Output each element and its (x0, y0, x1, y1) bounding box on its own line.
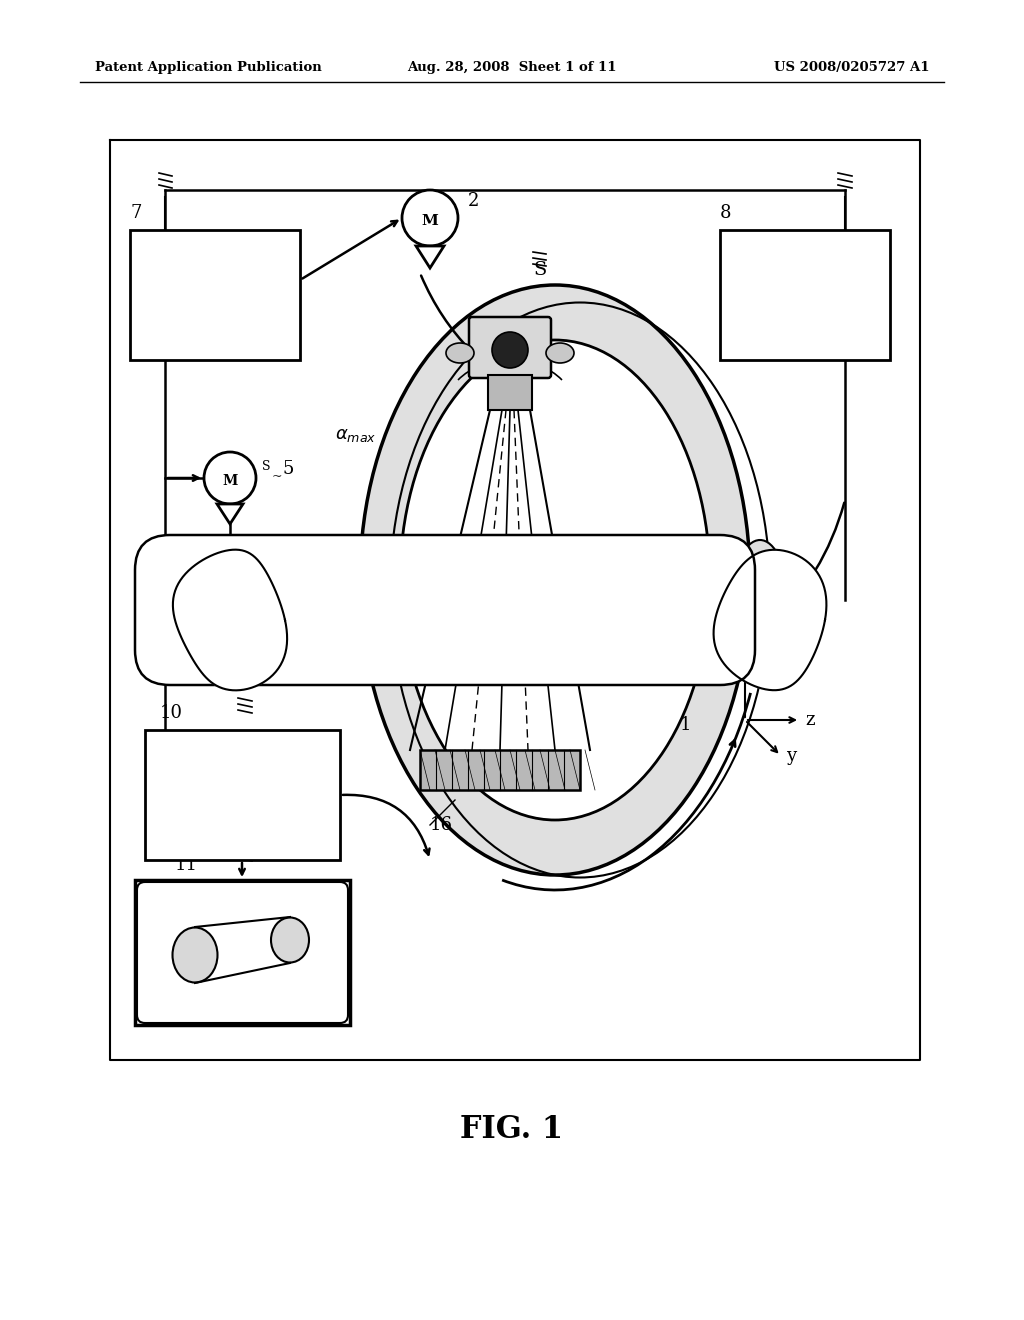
Text: 10: 10 (160, 704, 183, 722)
Text: 11: 11 (175, 855, 198, 874)
Text: Patent Application Publication: Patent Application Publication (95, 62, 322, 74)
Text: 4: 4 (570, 645, 582, 664)
FancyBboxPatch shape (488, 375, 532, 411)
FancyBboxPatch shape (145, 730, 340, 861)
FancyBboxPatch shape (469, 317, 551, 378)
Text: S: S (534, 261, 547, 279)
Text: z: z (805, 711, 814, 729)
Polygon shape (714, 550, 826, 690)
FancyBboxPatch shape (420, 750, 580, 789)
FancyBboxPatch shape (135, 880, 350, 1026)
Polygon shape (360, 285, 750, 875)
Ellipse shape (546, 343, 574, 363)
Text: x: x (753, 645, 763, 664)
FancyBboxPatch shape (130, 230, 300, 360)
Text: 7: 7 (130, 205, 141, 222)
Ellipse shape (172, 928, 217, 982)
Text: ~: ~ (272, 470, 283, 483)
Ellipse shape (732, 540, 787, 660)
Polygon shape (416, 246, 444, 268)
Text: Aug. 28, 2008  Sheet 1 of 11: Aug. 28, 2008 Sheet 1 of 11 (408, 62, 616, 74)
Text: 8: 8 (720, 205, 731, 222)
Circle shape (492, 333, 528, 368)
FancyBboxPatch shape (720, 230, 890, 360)
Text: US 2008/0205727 A1: US 2008/0205727 A1 (774, 62, 930, 74)
Text: 2: 2 (468, 191, 479, 210)
Text: 1: 1 (680, 715, 691, 734)
Circle shape (402, 190, 458, 246)
Text: $\alpha_{max}$: $\alpha_{max}$ (335, 426, 377, 444)
Text: FIG. 1: FIG. 1 (461, 1114, 563, 1146)
Text: 16: 16 (430, 816, 453, 834)
Ellipse shape (400, 341, 710, 820)
Ellipse shape (271, 917, 309, 962)
Ellipse shape (335, 535, 395, 665)
Text: S: S (262, 459, 270, 473)
FancyBboxPatch shape (137, 882, 348, 1023)
Polygon shape (217, 504, 243, 524)
FancyBboxPatch shape (135, 535, 755, 685)
Text: 3: 3 (600, 461, 611, 479)
Text: y: y (785, 747, 796, 764)
Text: 14: 14 (175, 644, 198, 663)
Text: 13: 13 (313, 544, 336, 562)
Text: M: M (222, 474, 238, 488)
Text: M: M (422, 214, 438, 228)
Circle shape (204, 451, 256, 504)
Text: 5: 5 (282, 459, 293, 478)
Polygon shape (173, 549, 287, 690)
Ellipse shape (446, 343, 474, 363)
